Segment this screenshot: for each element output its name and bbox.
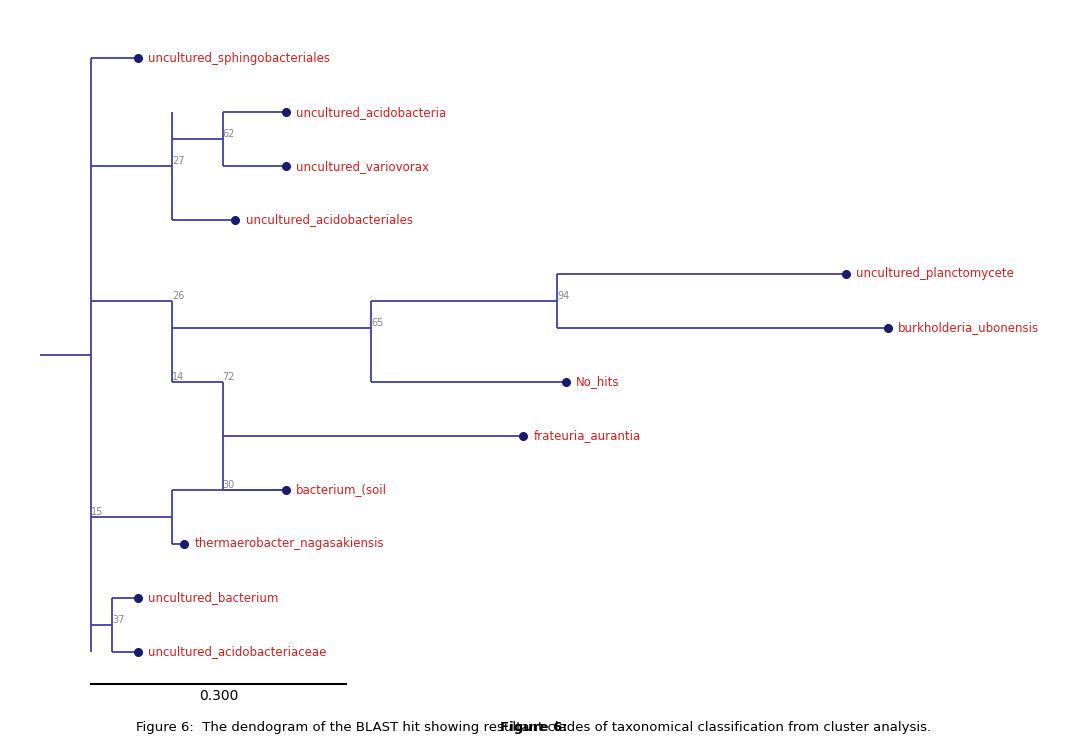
Text: 62: 62 (222, 129, 235, 139)
Text: 65: 65 (371, 318, 383, 328)
Text: uncultured_sphingobacteriales: uncultured_sphingobacteriales (148, 52, 330, 65)
Text: 37: 37 (112, 614, 125, 625)
Text: 26: 26 (172, 291, 184, 301)
Text: thermaerobacter_nagasakiensis: thermaerobacter_nagasakiensis (194, 537, 384, 550)
Text: frateuria_aurantia: frateuria_aurantia (534, 430, 641, 442)
Text: 27: 27 (172, 156, 185, 166)
Text: bacterium_(soil: bacterium_(soil (296, 483, 388, 496)
Text: uncultured_acidobacteriales: uncultured_acidobacteriales (246, 213, 412, 227)
Text: 94: 94 (557, 291, 569, 301)
Text: 0.300: 0.300 (199, 689, 238, 704)
Text: 30: 30 (222, 480, 235, 490)
Text: burkholderia_ubonensis: burkholderia_ubonensis (898, 321, 1039, 334)
Text: uncultured_variovorax: uncultured_variovorax (296, 159, 429, 173)
Text: uncultured_bacterium: uncultured_bacterium (148, 591, 279, 604)
Text: 14: 14 (172, 372, 184, 382)
Text: 15: 15 (91, 507, 104, 517)
Text: uncultured_planctomycete: uncultured_planctomycete (855, 267, 1014, 280)
Text: Figure 6:: Figure 6: (500, 722, 568, 734)
Text: 72: 72 (222, 372, 235, 382)
Text: uncultured_acidobacteria: uncultured_acidobacteria (296, 106, 446, 119)
Text: Figure 6:  The dendogram of the BLAST hit showing resultant clades of taxonomica: Figure 6: The dendogram of the BLAST hit… (137, 722, 931, 734)
Text: uncultured_acidobacteriaceae: uncultured_acidobacteriaceae (148, 645, 327, 658)
Text: No_hits: No_hits (576, 376, 619, 388)
